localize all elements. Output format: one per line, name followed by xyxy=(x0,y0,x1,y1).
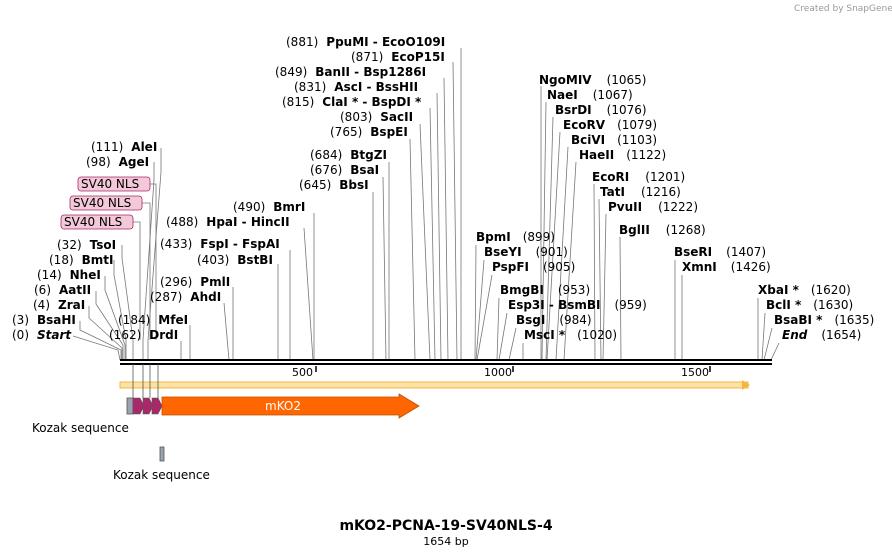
tick-1500: 1500 xyxy=(681,366,709,379)
plasmid-map: Created by SnapGene xyxy=(0,0,892,556)
site-banii: (849)BanII - Bsp1286I xyxy=(275,65,426,79)
site-tsoi: (32)TsoI xyxy=(57,238,116,252)
site-start: (0)Start xyxy=(12,328,72,342)
site-agei: (98)AgeI xyxy=(86,155,149,169)
site-fspi: (433)FspI - FspAI xyxy=(160,237,280,251)
site-hpai: (488)HpaI - HincII xyxy=(166,215,290,229)
site-bsai: (676)BsaI xyxy=(310,163,379,177)
site-ecop15i: (871)EcoP15I xyxy=(351,50,445,64)
mid-sites: (490)BmrI (488)HpaI - HincII (433)FspI -… xyxy=(109,200,305,342)
map-title: mKO2-PCNA-19-SV40NLS-4 xyxy=(339,518,552,534)
site-naei: NaeI(1067) xyxy=(547,88,633,102)
leader-bspei xyxy=(410,139,415,360)
site-bcli: BclI *(1630) xyxy=(766,298,853,312)
site-bglii: BglII(1268) xyxy=(619,223,706,237)
watermark: Created by SnapGene xyxy=(794,4,892,14)
site-btgzi: (684)BtgZI xyxy=(310,148,387,162)
site-bsrdi: BsrDI(1076) xyxy=(555,103,647,117)
sv40-nls-arrow-3[interactable] xyxy=(152,398,162,414)
site-msci: MscI *(1020) xyxy=(524,328,617,342)
leader-bsgi xyxy=(509,328,516,360)
kozak-sequence-1[interactable] xyxy=(127,398,133,414)
tick-500: 500 xyxy=(292,366,313,379)
site-bspei: (765)BspEI xyxy=(330,125,408,139)
leader-bpmi xyxy=(475,245,476,360)
mko2-label: mKO2 xyxy=(265,399,301,413)
site-bpmi: BpmI(899) xyxy=(476,230,555,244)
site-bseyi: BseYI(901) xyxy=(484,245,568,259)
site-sacii: (803)SacII xyxy=(340,110,413,124)
site-asci: (831)AscI - BssHII xyxy=(294,80,418,94)
sv40-nls-arrow-1[interactable] xyxy=(133,398,144,414)
sv40-nls-label-1: SV40 NLS xyxy=(81,177,139,191)
site-esp3i: Esp3I - BsmBI(959) xyxy=(508,298,647,312)
site-bmgbi: BmgBI(953) xyxy=(500,283,590,297)
map-length: 1654 bp xyxy=(423,535,468,548)
site-end: End(1654) xyxy=(782,328,861,342)
ruler: 500 1000 1500 xyxy=(292,366,710,379)
leader-sacii xyxy=(420,124,430,360)
site-zrai: (4)ZraI xyxy=(33,298,85,312)
leader-bsai xyxy=(383,177,386,360)
site-ngomiv: NgoMIV(1065) xyxy=(539,73,646,87)
leader-banii xyxy=(444,78,448,360)
orange-feature-bar[interactable] xyxy=(120,382,748,388)
top-sites: (881)PpuMI - EcoO109I (871)EcoP15I (849)… xyxy=(275,35,445,192)
kozak-label-1: Kozak sequence xyxy=(32,421,129,435)
leader-ahdi xyxy=(224,303,229,360)
site-ecorv: EcoRV(1079) xyxy=(563,118,657,132)
site-bsabi: BsaBI *(1635) xyxy=(774,313,874,327)
kozak-label-2: Kozak sequence xyxy=(113,468,210,482)
site-alei: (111)AleI xyxy=(91,140,157,154)
leader-bmgbi xyxy=(497,298,499,360)
tick-1000: 1000 xyxy=(484,366,512,379)
feature-stems xyxy=(133,364,158,398)
leader-bsabi xyxy=(764,328,772,360)
site-bbsi: (645)BbsI xyxy=(299,178,369,192)
leader-bcli xyxy=(762,313,765,360)
site-nhei: (14)NheI xyxy=(37,268,101,282)
site-haeii: HaeII(1122) xyxy=(579,148,666,162)
site-pvuii: PvuII(1222) xyxy=(608,200,698,214)
site-bstbi: (403)BstBI xyxy=(197,253,273,267)
leader-tsoi xyxy=(122,245,133,360)
leader-nls1 xyxy=(150,184,156,340)
site-tati: TatI(1216) xyxy=(600,185,681,199)
leader-asci xyxy=(437,93,441,360)
site-mfei: (184)MfeI xyxy=(118,313,188,327)
site-ecori: EcoRI(1201) xyxy=(592,170,685,184)
site-pmli: (296)PmlI xyxy=(160,275,230,289)
kozak-sequence-2[interactable] xyxy=(160,447,164,461)
site-clai: (815)ClaI * - BspDI * xyxy=(282,95,422,109)
sv40-nls-arrow-2[interactable] xyxy=(143,398,153,414)
site-bcivi: BciVI(1103) xyxy=(571,133,657,147)
site-bsahi: (3)BsaHI xyxy=(12,313,76,327)
leader-clai xyxy=(430,108,435,360)
site-bseri: BseRI(1407) xyxy=(674,245,766,259)
leader-esp3i xyxy=(499,313,507,360)
sv40-nls-label-3: SV40 NLS xyxy=(64,215,122,229)
site-bmri: (490)BmrI xyxy=(233,200,305,214)
site-ppumi: (881)PpuMI - EcoO109I xyxy=(286,35,445,49)
site-pspfi: PspFI(905) xyxy=(492,260,575,274)
site-xmni: XmnI(1426) xyxy=(682,260,771,274)
site-ahdi: (287)AhdI xyxy=(150,290,221,304)
leader-hpai xyxy=(304,228,313,360)
leader-ecop15i xyxy=(453,62,457,360)
site-bmti: (18)BmtI xyxy=(49,253,114,267)
left-sites: (111)AleI (98)AgeI (32)TsoI (18)BmtI (14… xyxy=(12,140,157,342)
sv40-nls-label-2: SV40 NLS xyxy=(73,196,131,210)
site-bsgi: BsgI(984) xyxy=(516,313,592,327)
site-aatii: (6)AatII xyxy=(34,283,91,297)
leader-end xyxy=(771,343,779,360)
site-xbai: XbaI *(1620) xyxy=(758,283,851,297)
